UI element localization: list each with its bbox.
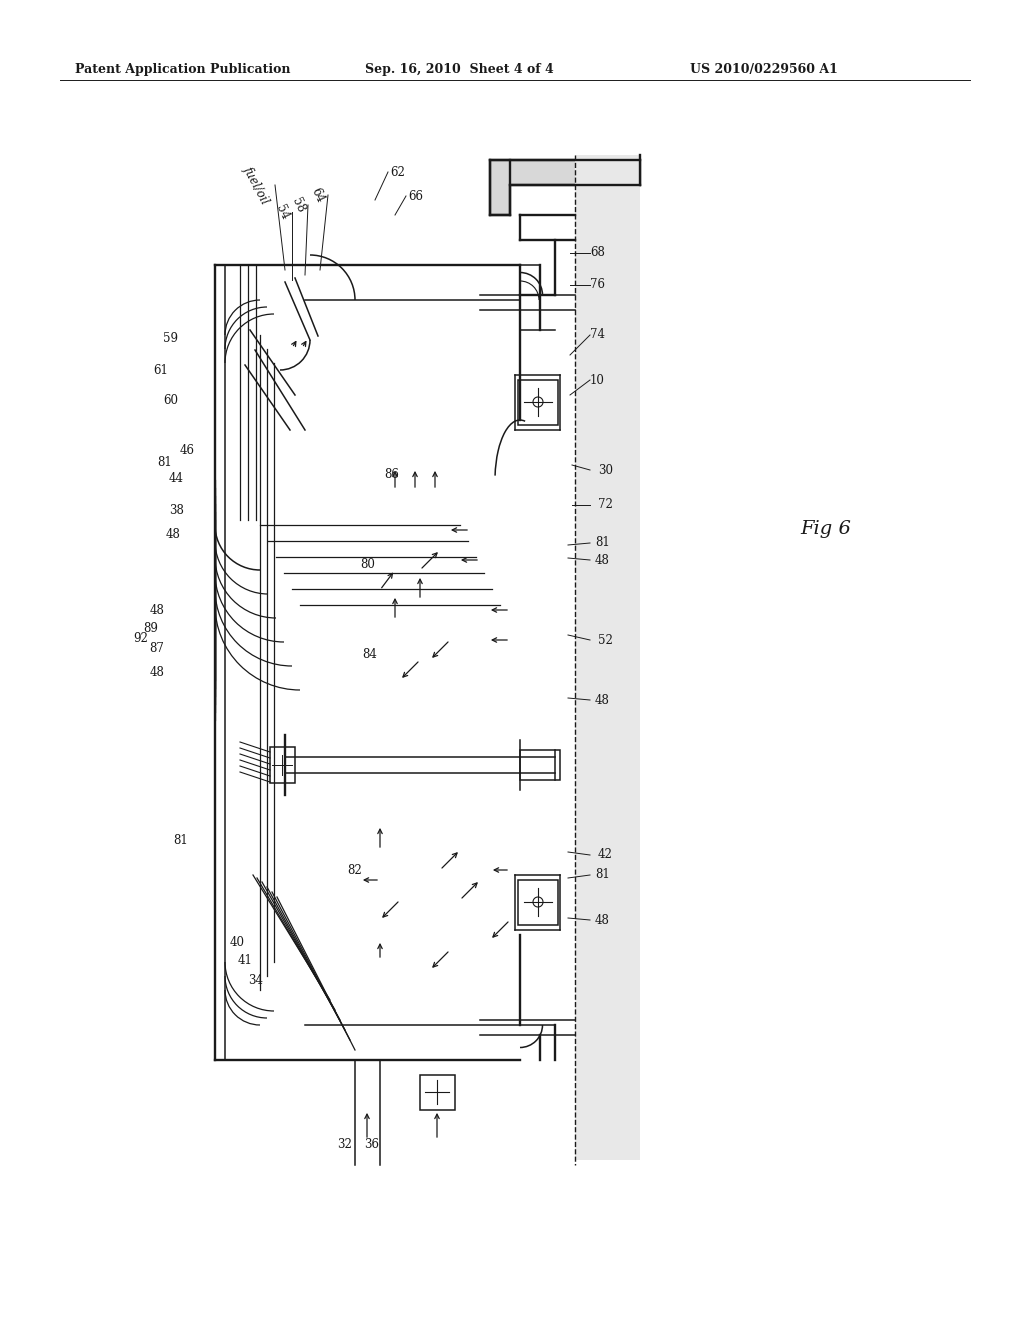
Text: 81: 81 xyxy=(595,536,609,549)
Text: 68: 68 xyxy=(590,247,605,260)
Text: 81: 81 xyxy=(595,869,609,882)
Text: 48: 48 xyxy=(595,693,610,706)
Bar xyxy=(518,880,558,925)
Bar xyxy=(518,380,558,425)
Text: 48: 48 xyxy=(151,603,165,616)
Text: fuel/oil: fuel/oil xyxy=(241,164,272,206)
Text: 40: 40 xyxy=(230,936,245,949)
Bar xyxy=(420,1074,455,1110)
Text: 10: 10 xyxy=(590,374,605,387)
Bar xyxy=(270,747,295,783)
Polygon shape xyxy=(575,154,640,1160)
Text: 76: 76 xyxy=(590,279,605,292)
Text: 58: 58 xyxy=(289,195,307,214)
Text: 87: 87 xyxy=(150,642,164,655)
Text: 32: 32 xyxy=(338,1138,352,1151)
Text: 54: 54 xyxy=(272,202,291,222)
Text: 81: 81 xyxy=(173,833,188,846)
Text: Fig 6: Fig 6 xyxy=(800,520,851,539)
Text: 72: 72 xyxy=(598,499,613,511)
Text: 48: 48 xyxy=(595,913,610,927)
Text: 48: 48 xyxy=(595,553,610,566)
Text: 30: 30 xyxy=(598,463,613,477)
Text: 89: 89 xyxy=(143,622,158,635)
Text: 82: 82 xyxy=(347,863,362,876)
Text: 80: 80 xyxy=(360,558,376,572)
Text: Sep. 16, 2010  Sheet 4 of 4: Sep. 16, 2010 Sheet 4 of 4 xyxy=(365,63,554,77)
Bar xyxy=(520,750,560,780)
Text: 86: 86 xyxy=(385,469,399,482)
Text: 41: 41 xyxy=(239,953,253,966)
Text: 48: 48 xyxy=(165,528,180,541)
Text: 48: 48 xyxy=(151,665,165,678)
Text: Patent Application Publication: Patent Application Publication xyxy=(75,63,291,77)
Polygon shape xyxy=(490,160,640,215)
Text: 44: 44 xyxy=(169,471,184,484)
Text: 81: 81 xyxy=(158,455,172,469)
Text: 38: 38 xyxy=(169,503,184,516)
Text: 64: 64 xyxy=(309,185,327,205)
Text: 34: 34 xyxy=(248,974,263,986)
Text: 61: 61 xyxy=(154,363,168,376)
Text: 62: 62 xyxy=(390,165,404,178)
Text: 52: 52 xyxy=(598,634,613,647)
Text: 42: 42 xyxy=(598,849,613,862)
Text: 92: 92 xyxy=(133,631,148,644)
Text: 46: 46 xyxy=(180,444,195,457)
Text: US 2010/0229560 A1: US 2010/0229560 A1 xyxy=(690,63,838,77)
Text: 36: 36 xyxy=(365,1138,380,1151)
Text: 59: 59 xyxy=(163,331,178,345)
Text: 60: 60 xyxy=(163,393,178,407)
Text: 66: 66 xyxy=(408,190,423,202)
Text: 74: 74 xyxy=(590,329,605,342)
Text: 84: 84 xyxy=(362,648,378,661)
